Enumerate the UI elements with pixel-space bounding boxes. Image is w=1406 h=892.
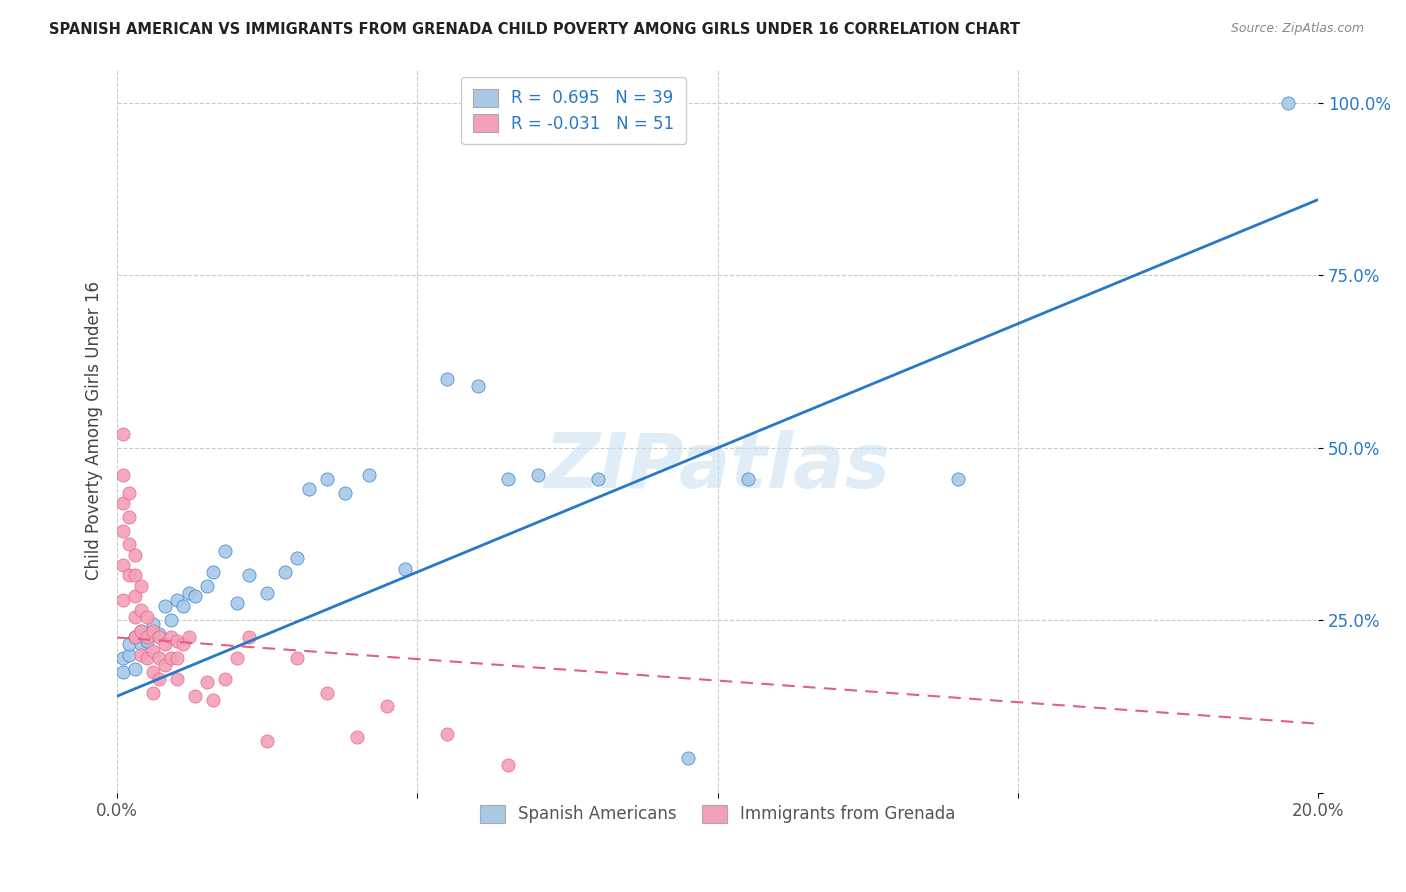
Point bbox=[586, 472, 609, 486]
Point bbox=[496, 472, 519, 486]
Point bbox=[335, 485, 357, 500]
Point bbox=[179, 585, 201, 599]
Point bbox=[256, 585, 278, 599]
Point bbox=[184, 689, 207, 703]
Point bbox=[160, 631, 183, 645]
Point bbox=[118, 485, 141, 500]
Point bbox=[238, 568, 260, 582]
Point bbox=[112, 592, 135, 607]
Point bbox=[124, 609, 146, 624]
Point bbox=[526, 468, 548, 483]
Point bbox=[195, 675, 218, 690]
Point bbox=[166, 651, 188, 665]
Point bbox=[124, 631, 146, 645]
Point bbox=[112, 524, 135, 538]
Point bbox=[136, 631, 159, 645]
Text: Source: ZipAtlas.com: Source: ZipAtlas.com bbox=[1230, 22, 1364, 36]
Point bbox=[214, 544, 236, 558]
Point bbox=[737, 472, 759, 486]
Point bbox=[316, 686, 339, 700]
Point bbox=[436, 727, 458, 741]
Point bbox=[112, 558, 135, 572]
Point bbox=[226, 651, 249, 665]
Point bbox=[214, 672, 236, 686]
Point bbox=[124, 568, 146, 582]
Point bbox=[285, 651, 308, 665]
Point bbox=[274, 565, 297, 579]
Point bbox=[118, 637, 141, 651]
Point bbox=[148, 651, 170, 665]
Point bbox=[148, 672, 170, 686]
Point bbox=[172, 599, 194, 614]
Point bbox=[124, 548, 146, 562]
Point bbox=[155, 599, 177, 614]
Text: ZIPatlas: ZIPatlas bbox=[544, 430, 891, 504]
Point bbox=[946, 472, 969, 486]
Point bbox=[129, 624, 152, 638]
Point bbox=[202, 565, 225, 579]
Point bbox=[118, 537, 141, 551]
Point bbox=[118, 568, 141, 582]
Point bbox=[172, 637, 194, 651]
Point bbox=[155, 637, 177, 651]
Point bbox=[118, 648, 141, 662]
Point bbox=[394, 561, 416, 575]
Point bbox=[166, 672, 188, 686]
Point bbox=[160, 613, 183, 627]
Point bbox=[179, 631, 201, 645]
Point bbox=[112, 665, 135, 679]
Text: SPANISH AMERICAN VS IMMIGRANTS FROM GRENADA CHILD POVERTY AMONG GIRLS UNDER 16 C: SPANISH AMERICAN VS IMMIGRANTS FROM GREN… bbox=[49, 22, 1021, 37]
Point bbox=[112, 651, 135, 665]
Point bbox=[142, 686, 165, 700]
Point bbox=[166, 592, 188, 607]
Point bbox=[1277, 95, 1299, 110]
Point bbox=[377, 699, 399, 714]
Point bbox=[195, 579, 218, 593]
Point bbox=[256, 734, 278, 748]
Point bbox=[285, 551, 308, 566]
Point bbox=[160, 651, 183, 665]
Point bbox=[142, 644, 165, 658]
Point bbox=[359, 468, 381, 483]
Point bbox=[142, 616, 165, 631]
Point bbox=[124, 631, 146, 645]
Point bbox=[136, 634, 159, 648]
Point bbox=[112, 496, 135, 510]
Point bbox=[124, 589, 146, 603]
Point bbox=[155, 658, 177, 673]
Point bbox=[129, 579, 152, 593]
Point bbox=[148, 627, 170, 641]
Point bbox=[112, 427, 135, 442]
Point bbox=[316, 472, 339, 486]
Point bbox=[202, 692, 225, 706]
Point bbox=[298, 482, 321, 496]
Point bbox=[118, 509, 141, 524]
Point bbox=[129, 648, 152, 662]
Legend: Spanish Americans, Immigrants from Grenada: Spanish Americans, Immigrants from Grena… bbox=[468, 793, 967, 835]
Y-axis label: Child Poverty Among Girls Under 16: Child Poverty Among Girls Under 16 bbox=[86, 281, 103, 580]
Point bbox=[142, 624, 165, 638]
Point bbox=[676, 751, 699, 765]
Point bbox=[129, 603, 152, 617]
Point bbox=[226, 596, 249, 610]
Point bbox=[142, 665, 165, 679]
Point bbox=[166, 634, 188, 648]
Point bbox=[238, 631, 260, 645]
Point bbox=[184, 589, 207, 603]
Point bbox=[129, 624, 152, 638]
Point bbox=[136, 651, 159, 665]
Point bbox=[148, 631, 170, 645]
Point bbox=[124, 661, 146, 675]
Point bbox=[436, 372, 458, 386]
Point bbox=[346, 731, 368, 745]
Point bbox=[496, 758, 519, 772]
Point bbox=[467, 378, 489, 392]
Point bbox=[136, 609, 159, 624]
Point bbox=[112, 468, 135, 483]
Point bbox=[129, 637, 152, 651]
